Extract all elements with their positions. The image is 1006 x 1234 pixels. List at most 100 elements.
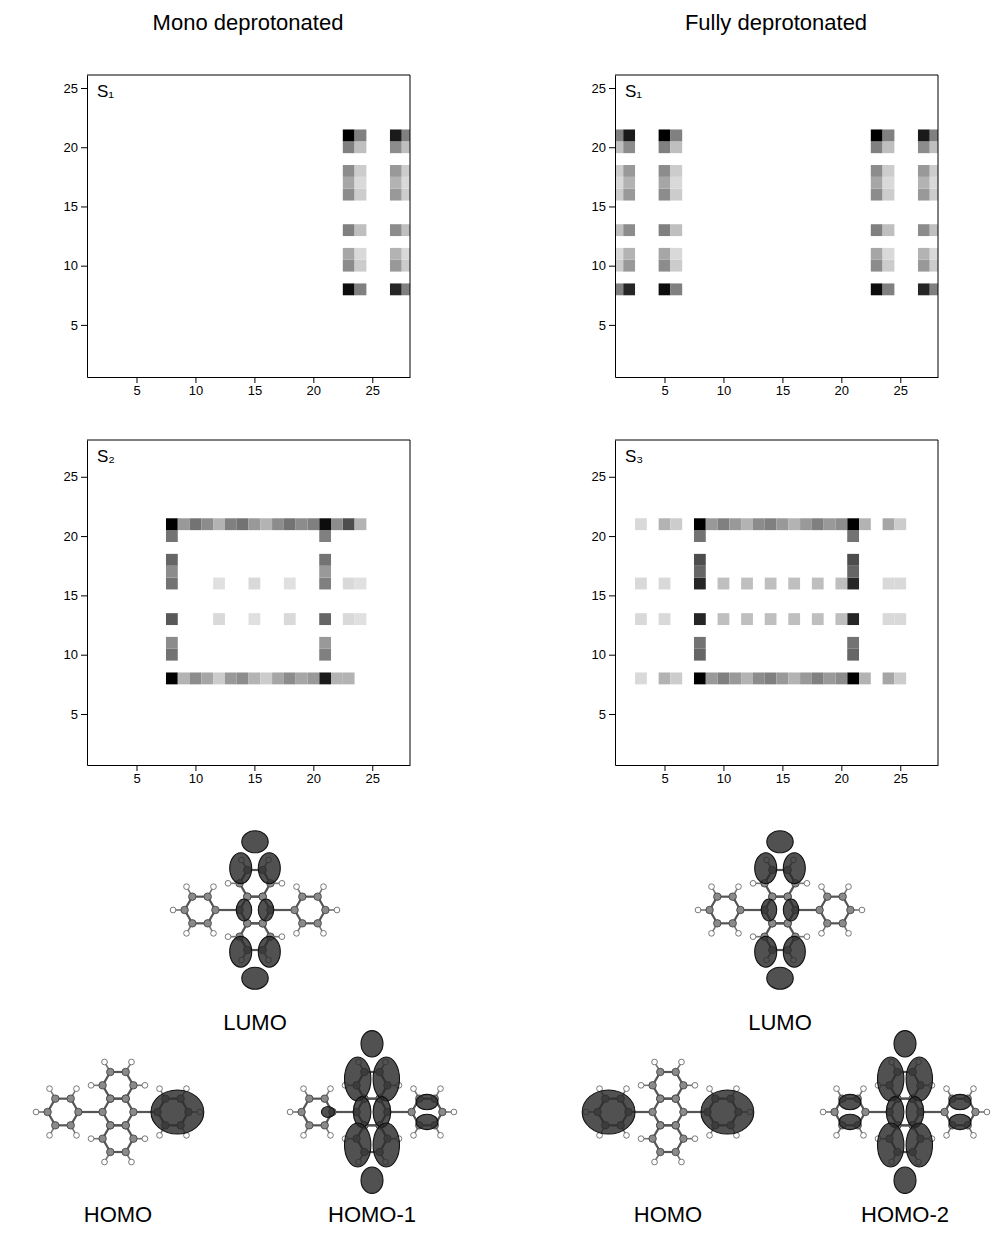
y-axis: 510152025 (592, 76, 616, 378)
panel-title: S₃ (625, 447, 643, 466)
cell (201, 518, 213, 530)
x-tick-label: 5 (133, 383, 140, 398)
cell (694, 518, 706, 530)
cell (918, 165, 930, 177)
y-tick-mark (609, 714, 615, 715)
orbital-lobe (949, 1114, 971, 1129)
cell (402, 283, 410, 295)
cell (343, 578, 355, 590)
cell (918, 141, 930, 153)
cell (659, 672, 671, 684)
cell (296, 518, 308, 530)
x-tick-mark (665, 765, 666, 771)
carbon (189, 920, 196, 927)
x-tick: 20 (307, 377, 321, 398)
y-tick-label: 15 (64, 199, 78, 214)
x-tick-mark (723, 765, 724, 771)
y-tick: 25 (64, 81, 87, 96)
carbon (672, 1148, 679, 1155)
cell (930, 224, 938, 236)
x-tick: 5 (661, 765, 668, 786)
carbon (657, 1068, 664, 1075)
hydrogen (736, 930, 742, 936)
hydrogen (33, 1109, 39, 1115)
orbital-lobe (839, 1114, 861, 1129)
cell (894, 613, 906, 625)
x-tick: 20 (835, 765, 849, 786)
hydrogen (709, 930, 715, 936)
x-tick: 10 (189, 377, 203, 398)
cell (623, 248, 635, 260)
hydrogen (707, 1132, 713, 1138)
carbon (122, 1095, 129, 1102)
cell (249, 613, 261, 625)
cell (812, 672, 824, 684)
cell (883, 177, 895, 189)
cell (847, 554, 859, 566)
cell (918, 283, 930, 295)
cell (272, 672, 284, 684)
orbital-lobe (230, 853, 252, 884)
cell (166, 554, 178, 566)
cell (847, 578, 859, 590)
hydrogen (225, 880, 231, 886)
orbital-lobe (151, 1090, 204, 1134)
carbon (122, 1122, 129, 1129)
cell (355, 177, 367, 189)
carbon (714, 920, 721, 927)
bonds (173, 860, 337, 960)
orbital-lobe (878, 1123, 904, 1167)
cells (635, 518, 906, 684)
carbon (672, 1095, 679, 1102)
atoms (695, 857, 865, 963)
cell (355, 248, 367, 260)
carbon (839, 893, 846, 900)
x-tick-label: 25 (366, 771, 380, 786)
hydrogen (157, 1086, 163, 1092)
cell (871, 141, 883, 153)
cell (871, 129, 883, 141)
cell (166, 518, 178, 530)
hydrogen (451, 1109, 457, 1115)
cell (402, 189, 410, 201)
cell (694, 672, 706, 684)
x-tick-mark (782, 377, 783, 383)
molecule (170, 831, 340, 989)
cell (847, 518, 859, 530)
cell (178, 518, 190, 530)
cell (894, 672, 906, 684)
cell (284, 672, 296, 684)
panel-title: S₁ (97, 82, 114, 101)
cell (307, 518, 319, 530)
cell (615, 283, 623, 295)
x-tick: 25 (366, 765, 380, 786)
carbon (67, 1122, 74, 1129)
orbital-lobe (236, 899, 251, 921)
x-tick-label: 15 (776, 771, 790, 786)
cell (343, 672, 355, 684)
cell (343, 129, 355, 141)
orbital-label: HOMO-2 (861, 1202, 949, 1227)
x-tick: 10 (189, 765, 203, 786)
y-tick-mark (609, 477, 615, 478)
heatmap-panel: 510152025510152025S₃ (592, 440, 939, 786)
x-tick: 5 (133, 765, 140, 786)
carbon (122, 1122, 129, 1129)
orbital-lobes (839, 1031, 971, 1194)
carbon (130, 1108, 137, 1115)
carbon (306, 1095, 313, 1102)
x-tick-mark (841, 765, 842, 771)
cell (883, 672, 895, 684)
hydrogen (861, 1132, 867, 1138)
y-axis: 510152025 (592, 441, 616, 766)
cell (670, 283, 682, 295)
y-tick-label: 10 (592, 647, 606, 662)
cell (402, 129, 410, 141)
cell (741, 613, 753, 625)
y-tick-mark (81, 714, 87, 715)
cell (615, 165, 623, 177)
x-tick-label: 25 (366, 383, 380, 398)
hydrogen (834, 1132, 840, 1138)
y-tick-label: 20 (592, 140, 606, 155)
x-tick-label: 5 (133, 771, 140, 786)
